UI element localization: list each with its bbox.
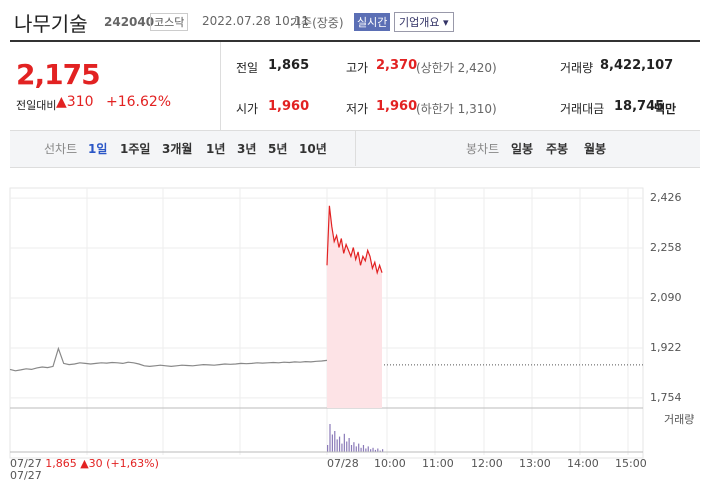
tab[interactable]: 일봉 (511, 142, 534, 156)
x-tick-label: 15:00 (615, 457, 647, 470)
volume-bar (350, 445, 353, 452)
stat-value: 1,960 (268, 99, 310, 114)
volume-bar (353, 442, 355, 452)
footer-date: 07/27 (10, 457, 42, 470)
company-button[interactable]: 기업개요 ▾ (394, 12, 454, 32)
volume-bar (336, 439, 338, 452)
divider (10, 40, 700, 42)
volume-bar (341, 443, 343, 452)
volume-bar (331, 434, 333, 452)
x-tick-label: 14:00 (567, 457, 599, 470)
stat-value: 1,865 (268, 58, 310, 73)
volume-bar (346, 441, 348, 452)
y-tick-label: 2,258 (650, 241, 682, 254)
y-tick-label: 1,754 (650, 391, 682, 404)
tab[interactable]: 주봉 (546, 142, 569, 156)
stat-label: 고가 (346, 61, 369, 75)
x-tick-label: 07/28 (327, 457, 359, 470)
realtime-badge: 실시간 (354, 13, 391, 31)
sep (220, 42, 221, 130)
stock-name: 나무기술 (14, 12, 88, 36)
stat-label: 저가 (346, 102, 369, 116)
tab[interactable]: 5년 (268, 142, 288, 156)
change: ▲310 (56, 94, 94, 110)
volume-bar (377, 448, 379, 452)
volume-bar (370, 449, 372, 452)
button-text: 기업개요 (399, 16, 440, 29)
tab[interactable]: 3년 (237, 142, 257, 156)
footer-rate: (+1,63%) (106, 457, 159, 470)
x-tick-label: 13:00 (519, 457, 551, 470)
stat-value: 1,960 (376, 99, 418, 114)
tab[interactable]: 1년 (206, 142, 226, 156)
stat-value: 2,370 (376, 58, 418, 73)
y-tick-label: 2,426 (650, 191, 682, 204)
stat-label: 시가 (236, 102, 259, 116)
price: 2,175 (16, 58, 101, 91)
sep (355, 131, 356, 166)
tab-label: 봉차트 (466, 142, 500, 156)
stat-label: 전일 (236, 61, 259, 75)
tab-label: 선차트 (44, 142, 78, 156)
volume-bar (365, 448, 367, 452)
volume-bar (372, 447, 374, 452)
tab[interactable]: 3개월 (162, 142, 193, 156)
stock-code: 242040 (104, 15, 155, 29)
volume-bar (379, 450, 381, 452)
change-label: 전일대비 (16, 99, 57, 112)
change-value: 310 (66, 94, 94, 110)
volume-bar (360, 447, 362, 452)
footer: 07/27 1,865 ▲30 (+1,63%) (10, 457, 159, 470)
volume-bar (362, 445, 365, 452)
price-line (326, 205, 383, 275)
x-tick-label: 12:00 (471, 457, 503, 470)
x-tick-label: 07/27 (10, 469, 42, 480)
rate: +16.62% (106, 94, 172, 110)
tab[interactable]: 1주일 (120, 142, 151, 156)
stat-value: 18,745 (614, 99, 665, 114)
stat-extra: 백만 (654, 102, 677, 116)
volume-bar (329, 424, 331, 452)
volume-bar (358, 443, 360, 452)
footer-change: ▲30 (80, 457, 103, 470)
stat-label: 거래대금 (560, 102, 605, 116)
market: 코스닥 (150, 13, 189, 31)
footer-change-value: 30 (88, 457, 103, 470)
volume-bar (355, 446, 357, 452)
volume-label: 거래량 (664, 413, 694, 426)
y-tick-label: 2,090 (650, 291, 682, 304)
tab[interactable]: 1일 (88, 142, 108, 156)
x-tick-label: 10:00 (374, 457, 406, 470)
y-tick-label: 1,922 (650, 341, 682, 354)
price-line (9, 346, 328, 372)
volume-bar (334, 431, 336, 452)
stat-value: 8,422,107 (600, 58, 674, 73)
x-tick-label: 11:00 (422, 457, 454, 470)
volume-bar (338, 436, 341, 452)
basis: 기준(장중) (290, 16, 344, 30)
area (327, 205, 382, 408)
volume-bar (367, 446, 369, 452)
volume-bar (343, 433, 345, 452)
footer-close: 1,865 (45, 457, 77, 470)
tab[interactable]: 10년 (299, 142, 327, 156)
stat-extra: (하한가 1,310) (416, 102, 497, 116)
datetime: 2022.07.28 10:11 (202, 14, 310, 28)
volume-bar (374, 449, 377, 452)
tab[interactable]: 월봉 (584, 142, 607, 156)
stat-extra: (상한가 2,420) (416, 61, 497, 75)
volume-bar (348, 438, 350, 452)
volume-bar (382, 449, 384, 452)
stat-label: 거래량 (560, 61, 594, 75)
volume-bar (327, 445, 329, 452)
